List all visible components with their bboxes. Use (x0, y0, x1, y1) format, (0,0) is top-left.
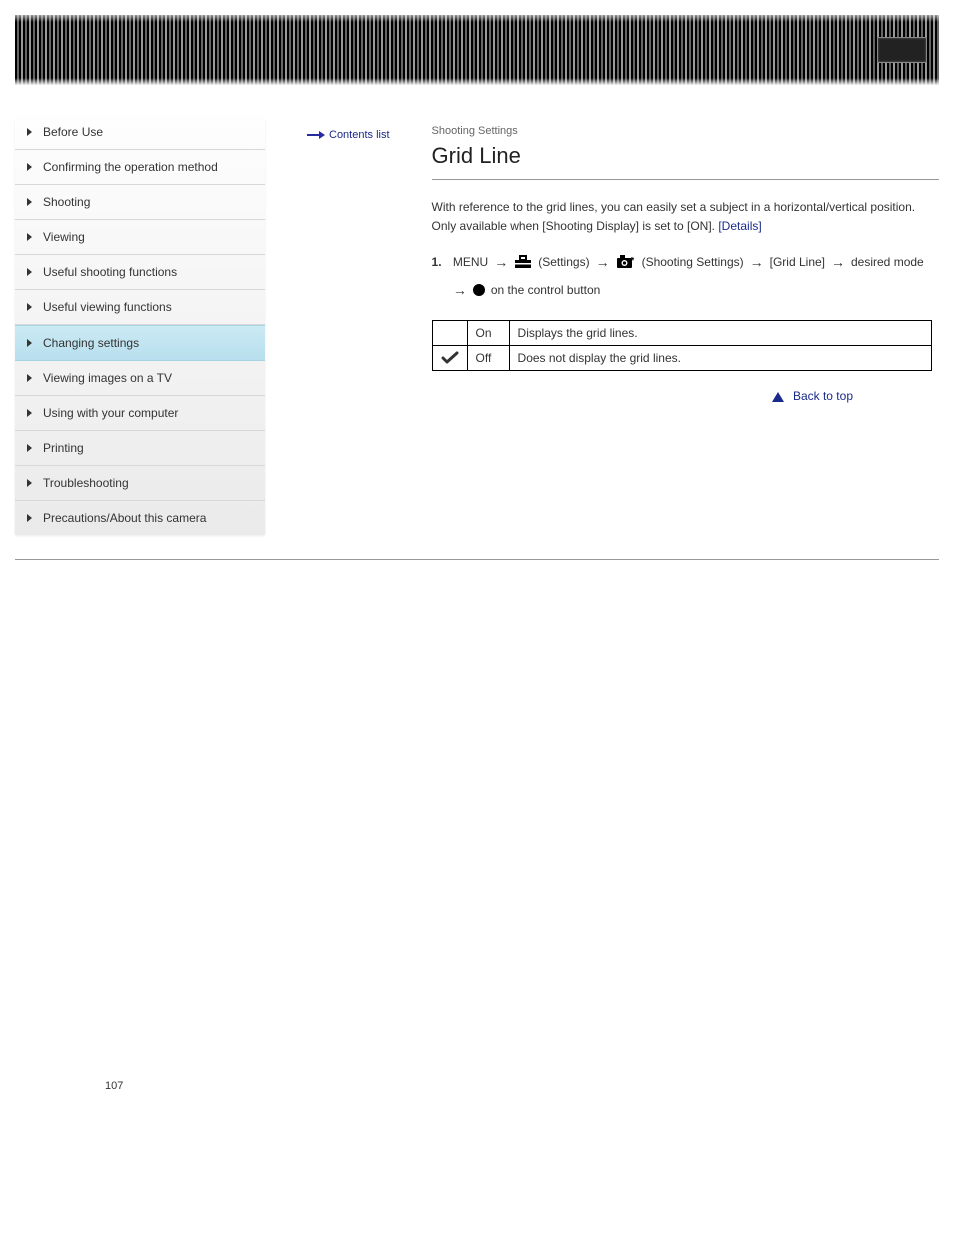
option-description: Displays the grid lines. (509, 321, 931, 346)
caret-icon (27, 268, 32, 276)
header-slot (877, 37, 927, 63)
control-button-label: on the control button (491, 278, 600, 302)
caret-icon (27, 514, 32, 522)
description: With reference to the grid lines, you ca… (432, 198, 939, 236)
arrow-icon: → (596, 248, 610, 276)
sidebar-item[interactable]: Shooting (15, 185, 265, 220)
bottom-divider (15, 559, 939, 560)
sidebar-item-label: Shooting (43, 195, 90, 209)
control-button-icon (473, 284, 485, 296)
category-label: Shooting Settings (432, 125, 939, 137)
back-to-top-link[interactable]: Back to top (793, 389, 853, 403)
sidebar-item-label: Useful shooting functions (43, 265, 177, 279)
step-instructions: 1. MENU → (Settings) → (Shooting Setting… (432, 248, 939, 304)
arrow-icon: → (494, 248, 508, 276)
check-icon (441, 351, 459, 365)
grid-line-label: [Grid Line] (770, 250, 825, 274)
caret-icon (27, 444, 32, 452)
toolbox-icon (514, 255, 532, 269)
step-number: 1. (432, 250, 450, 274)
arrow-icon: → (453, 276, 467, 304)
sidebar-item-label: Before Use (43, 125, 103, 139)
details-link[interactable]: [Details] (718, 219, 761, 233)
sidebar-item-label: Viewing (43, 230, 85, 244)
sidebar-item[interactable]: Useful shooting functions (15, 255, 265, 290)
caret-icon (27, 233, 32, 241)
option-label: Off (467, 346, 509, 371)
table-row: OffDoes not display the grid lines. (432, 346, 931, 371)
sidebar: Before Use Confirming the operation metho… (15, 115, 265, 535)
sidebar-item-label: Using with your computer (43, 406, 178, 420)
contents-list-link[interactable]: Contents list (329, 129, 390, 141)
divider (432, 179, 939, 180)
caret-icon (27, 128, 32, 136)
camera-icon (616, 255, 636, 269)
sidebar-item[interactable]: Using with your computer (15, 396, 265, 431)
caret-icon (27, 374, 32, 382)
sidebar-item[interactable]: Changing settings (15, 325, 265, 361)
sidebar-item[interactable]: Printing (15, 431, 265, 466)
sidebar-item[interactable]: Useful viewing functions (15, 290, 265, 325)
option-label: On (467, 321, 509, 346)
options-table: OnDisplays the grid lines.OffDoes not di… (432, 320, 932, 371)
arrow-icon: → (750, 248, 764, 276)
caret-icon (27, 479, 32, 487)
page-number: 107 (105, 1080, 939, 1092)
settings-label: (Settings) (538, 250, 589, 274)
triangle-up-icon (772, 392, 784, 402)
sidebar-item[interactable]: Precautions/About this camera (15, 501, 265, 535)
sidebar-item[interactable]: Viewing images on a TV (15, 361, 265, 396)
sidebar-item[interactable]: Before Use (15, 115, 265, 150)
sidebar-item-label: Precautions/About this camera (43, 511, 206, 525)
arrow-right-icon (307, 129, 325, 141)
sidebar-item[interactable]: Viewing (15, 220, 265, 255)
sidebar-bottom-area: Contents list (295, 123, 402, 535)
desired-mode-label: desired mode (851, 250, 924, 274)
table-row: OnDisplays the grid lines. (432, 321, 931, 346)
caret-icon (27, 163, 32, 171)
sidebar-item-label: Confirming the operation method (43, 160, 218, 174)
shooting-settings-label: (Shooting Settings) (642, 250, 744, 274)
header-stripe-bar (15, 15, 939, 85)
sidebar-item[interactable]: Troubleshooting (15, 466, 265, 501)
option-icon-cell (432, 346, 467, 371)
caret-icon (27, 339, 32, 347)
caret-icon (27, 409, 32, 417)
option-description: Does not display the grid lines. (509, 346, 931, 371)
sidebar-item[interactable]: Confirming the operation method (15, 150, 265, 185)
option-icon-cell (432, 321, 467, 346)
sidebar-item-label: Viewing images on a TV (43, 371, 172, 385)
arrow-icon: → (831, 248, 845, 276)
sidebar-item-label: Troubleshooting (43, 476, 129, 490)
page-title: Grid Line (432, 143, 939, 169)
caret-icon (27, 303, 32, 311)
sidebar-item-label: Useful viewing functions (43, 300, 172, 314)
description-text: With reference to the grid lines, you ca… (432, 200, 916, 233)
sidebar-item-label: Changing settings (43, 336, 139, 350)
main-content: Shooting Settings Grid Line With referen… (432, 115, 939, 535)
menu-label: MENU (453, 250, 488, 274)
sidebar-item-label: Printing (43, 441, 84, 455)
caret-icon (27, 198, 32, 206)
